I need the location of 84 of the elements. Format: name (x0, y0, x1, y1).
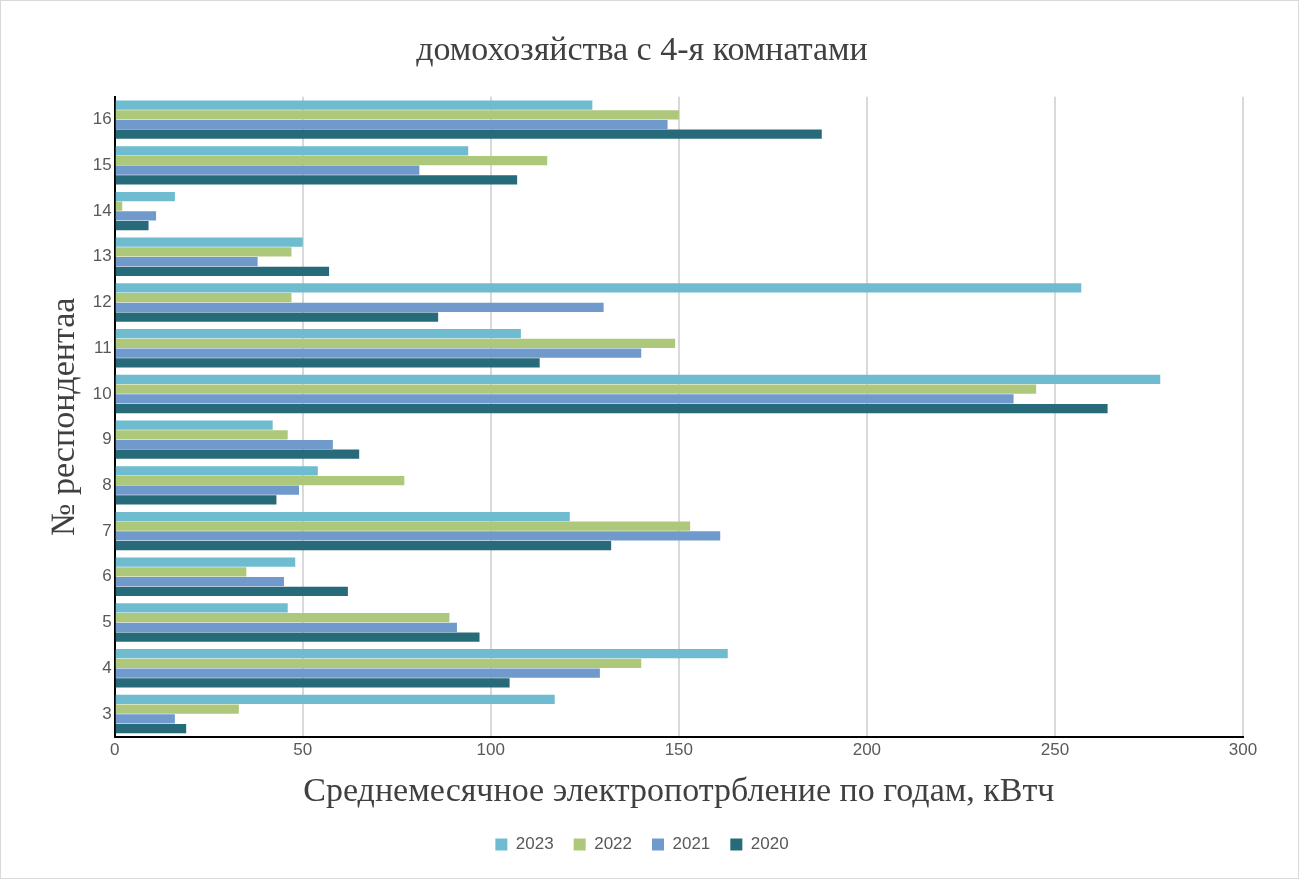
bar (115, 622, 457, 632)
x-tick-label: 300 (1228, 739, 1258, 759)
legend-label: 2021 (672, 834, 711, 854)
bar (115, 129, 822, 139)
bar (115, 110, 679, 120)
x-tick-label: 0 (109, 739, 120, 759)
legend-label: 2020 (750, 834, 789, 854)
bar (115, 266, 330, 276)
legend-label: 2023 (515, 834, 554, 854)
bar (115, 603, 288, 613)
bar (115, 430, 288, 440)
bar (115, 420, 273, 430)
bar (115, 632, 480, 642)
bar (115, 704, 239, 714)
bar (115, 403, 1108, 414)
y-tick-label: 9 (102, 429, 112, 449)
bar (115, 237, 303, 247)
y-tick-label: 8 (102, 475, 112, 495)
bar (115, 211, 157, 221)
bar (115, 348, 642, 358)
y-tick-label: 15 (92, 155, 112, 175)
bar (115, 221, 149, 231)
bar (115, 449, 360, 459)
bar (115, 302, 604, 312)
legend-label: 2022 (594, 834, 633, 854)
bar (115, 201, 123, 211)
bar (115, 649, 728, 659)
bar (115, 714, 175, 724)
y-tick-label: 3 (102, 703, 112, 723)
y-tick-label: 6 (102, 566, 112, 586)
bar (115, 293, 292, 303)
y-tick-label: 11 (94, 337, 112, 357)
bar (115, 358, 540, 368)
bar (115, 191, 175, 202)
bar (115, 541, 612, 551)
bar (115, 678, 510, 688)
y-tick-label: 12 (92, 292, 112, 312)
x-tick-label: 50 (293, 739, 313, 759)
bar (115, 723, 187, 734)
bar (115, 283, 1082, 293)
chart-title: домохозяйства с 4-я комнатами (416, 30, 868, 68)
x-tick-label: 100 (476, 739, 505, 759)
bar (115, 165, 420, 175)
x-axis-title: Среднемесячное электропотрбление по годам, кВтч (303, 770, 1055, 808)
bar (115, 521, 691, 531)
bar (115, 658, 642, 668)
bar (115, 557, 296, 567)
bar (115, 175, 518, 185)
bar (115, 466, 318, 476)
bar (115, 511, 570, 522)
y-axis-title: № респондентаа (44, 297, 82, 536)
bar (115, 586, 348, 596)
y-tick-label: 10 (92, 383, 112, 403)
y-tick-label: 4 (102, 657, 112, 677)
y-tick-label: 14 (92, 200, 112, 220)
y-tick-label: 13 (92, 246, 112, 266)
x-tick-label: 150 (664, 739, 694, 759)
bar (115, 394, 1014, 404)
bar (115, 567, 247, 577)
bar (115, 668, 600, 678)
bar (115, 439, 333, 450)
bar (115, 338, 676, 348)
bar (115, 146, 469, 156)
bar (115, 247, 292, 257)
x-tick-label: 200 (852, 739, 882, 759)
bar (115, 495, 277, 505)
bar (115, 694, 555, 704)
bar (115, 329, 521, 339)
bar (115, 374, 1161, 384)
x-tick-label: 250 (1040, 739, 1070, 759)
bar (115, 119, 668, 130)
y-tick-label: 7 (102, 520, 112, 540)
bar (115, 155, 548, 166)
y-tick-label: 16 (92, 109, 112, 129)
bar (115, 613, 450, 623)
bar (115, 485, 299, 495)
y-tick-label: 5 (102, 612, 112, 632)
bar (115, 312, 439, 322)
bar (115, 531, 721, 541)
bar (115, 384, 1037, 394)
bar (115, 577, 284, 587)
bar (115, 257, 258, 267)
bar (115, 100, 593, 110)
bar (115, 475, 405, 486)
